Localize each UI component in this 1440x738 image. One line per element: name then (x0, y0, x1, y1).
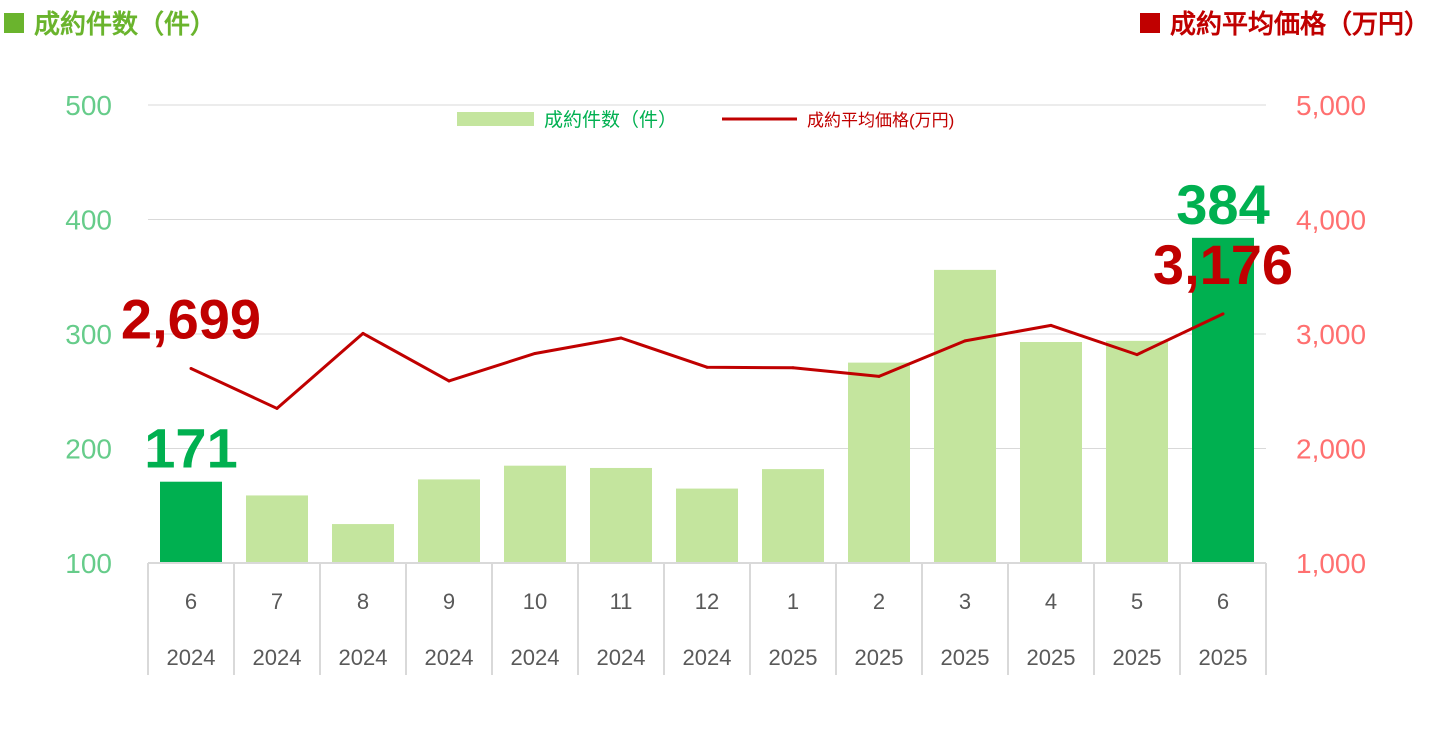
price-point (705, 365, 709, 369)
left-y-tick-label: 500 (65, 90, 112, 121)
right-legend-square-icon (1139, 12, 1160, 33)
x-tick-year: 2025 (855, 645, 904, 670)
left-legend-square-icon (4, 12, 24, 33)
x-tick-year: 2025 (941, 645, 990, 670)
right-y-tick-label: 5,000 (1296, 90, 1366, 121)
x-tick-year: 2025 (769, 645, 818, 670)
bar-data-label: 384 (1176, 173, 1269, 236)
x-tick-year: 2024 (683, 645, 732, 670)
left-axis-header: 成約件数（件） (4, 4, 216, 41)
x-tick-month: 12 (695, 589, 719, 614)
right-y-tick-label: 2,000 (1296, 434, 1366, 465)
bar (246, 495, 308, 563)
bar (848, 362, 910, 563)
x-tick-month: 6 (185, 589, 197, 614)
x-tick-year: 2024 (597, 645, 646, 670)
right-y-tick-label: 1,000 (1296, 548, 1366, 579)
x-tick-year: 2024 (425, 645, 474, 670)
x-tick-month: 11 (610, 589, 633, 614)
legend-line-label: 成約平均価格(万円) (807, 111, 954, 130)
x-tick-month: 5 (1131, 589, 1143, 614)
x-tick-year: 2025 (1113, 645, 1162, 670)
right-axis-header: 成約平均価格（万円） (1139, 4, 1430, 41)
x-tick-year: 2025 (1199, 645, 1248, 670)
left-y-tick-label: 400 (65, 205, 112, 236)
x-tick-month: 2 (873, 589, 885, 614)
x-tick-month: 9 (443, 589, 455, 614)
bar-highlight (160, 481, 222, 563)
price-point (1221, 312, 1225, 316)
x-tick-year: 2024 (253, 645, 302, 670)
right-axis-header-text: 成約平均価格（万円） (1169, 10, 1430, 40)
left-y-tick-label: 300 (65, 319, 112, 350)
bar (504, 465, 566, 563)
price-point (877, 374, 881, 378)
price-point (1135, 353, 1139, 357)
price-point (1049, 323, 1053, 327)
x-tick-month: 10 (523, 589, 547, 614)
x-tick-year: 2024 (167, 645, 216, 670)
bar (418, 479, 480, 563)
line-data-label: 3,176 (1153, 233, 1293, 296)
x-tick-month: 8 (357, 589, 369, 614)
line-data-label: 2,699 (121, 287, 261, 350)
right-y-tick-label: 3,000 (1296, 319, 1366, 350)
bar (1020, 342, 1082, 563)
bar (332, 524, 394, 563)
price-point (619, 336, 623, 340)
x-tick-month: 4 (1045, 589, 1057, 614)
bar (934, 269, 996, 563)
price-point (533, 351, 537, 355)
x-tick-month: 1 (787, 589, 799, 614)
price-point (791, 366, 795, 370)
x-tick-month: 3 (959, 589, 971, 614)
bar (1106, 340, 1168, 563)
bar (676, 488, 738, 563)
x-tick-year: 2024 (339, 645, 388, 670)
price-point (361, 331, 365, 335)
x-tick-year: 2025 (1027, 645, 1076, 670)
bar (590, 467, 652, 563)
bar-data-label: 171 (144, 417, 237, 480)
bar (762, 469, 824, 563)
right-y-tick-label: 4,000 (1296, 205, 1366, 236)
left-y-tick-label: 100 (65, 548, 112, 579)
x-tick-month: 7 (271, 589, 283, 614)
legend-bar-swatch (457, 112, 534, 126)
bar-highlight (1192, 237, 1254, 563)
left-y-tick-label: 200 (65, 434, 112, 465)
x-tick-month: 6 (1217, 589, 1229, 614)
x-tick-year: 2024 (511, 645, 560, 670)
price-point (275, 406, 279, 410)
price-point (447, 379, 451, 383)
price-point (963, 339, 967, 343)
price-point (189, 366, 193, 370)
legend-bar-label: 成約件数（件） (544, 109, 677, 131)
left-axis-header-text: 成約件数（件） (34, 10, 217, 40)
